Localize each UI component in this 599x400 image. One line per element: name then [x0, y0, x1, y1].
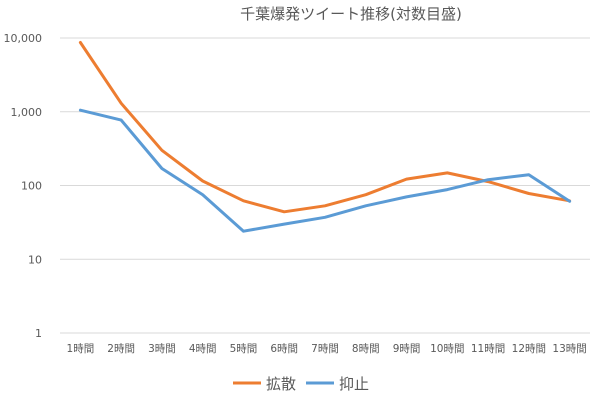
x-tick-label: 10時間 [430, 343, 464, 355]
x-tick-label: 4時間 [189, 343, 217, 355]
y-tick-label: 100 [21, 180, 42, 193]
y-axis: 1 10 100 1,000 10,000 [4, 32, 43, 340]
x-tick-label: 2時間 [107, 343, 135, 355]
x-tick-label: 12時間 [512, 343, 546, 355]
x-tick-label: 5時間 [230, 343, 258, 355]
x-tick-label: 13時間 [552, 343, 586, 355]
x-tick-label: 9時間 [393, 343, 421, 355]
x-axis: 1時間 2時間 3時間 4時間 5時間 6時間 7時間 8時間 9時間 10時間 11時間 12時間 1… [67, 343, 587, 355]
x-tick-label: 3時間 [148, 343, 176, 355]
series-layer [78, 41, 572, 233]
x-tick-label: 6時間 [270, 343, 298, 355]
legend-label: 抑止 [339, 375, 369, 393]
y-tick-label: 10 [28, 253, 42, 266]
series-line-1 [78, 41, 572, 214]
x-tick-label: 8時間 [352, 343, 380, 355]
x-tick-label: 1時間 [67, 343, 95, 355]
y-tick-label: 1 [35, 327, 42, 340]
chart-title: 千葉爆発ツイート推移(対数目盛) [240, 5, 462, 23]
series-line-2 [78, 108, 572, 233]
x-tick-label: 7時間 [311, 343, 339, 355]
x-tick-label: 11時間 [471, 343, 505, 355]
legend-label: 拡散 [266, 375, 296, 393]
y-tick-label: 1,000 [11, 106, 43, 119]
grid-layer [60, 37, 590, 334]
legend: 拡散 抑止 [233, 375, 369, 393]
y-tick-label: 10,000 [4, 32, 43, 45]
